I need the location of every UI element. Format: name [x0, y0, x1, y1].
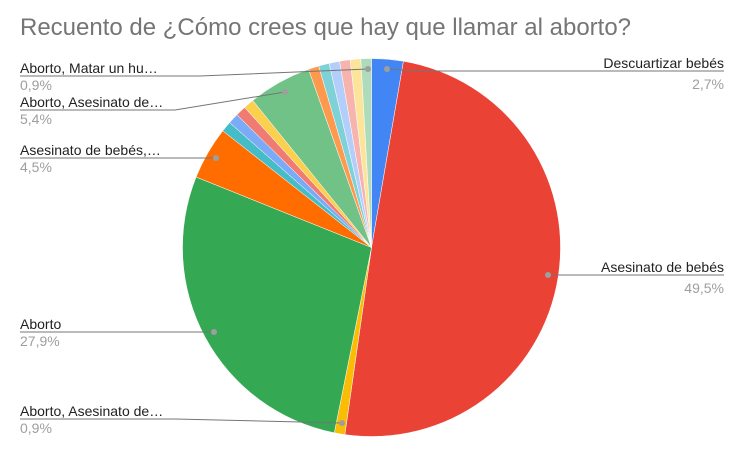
label-aborto-matar: Aborto, Matar un hu…	[20, 60, 158, 76]
leader-line-aborto-matar	[20, 68, 369, 77]
pct-aborto-asesinato-big: 5,4%	[20, 111, 52, 127]
pie-slice[interactable]	[360, 58, 372, 248]
leader-lines	[20, 68, 724, 424]
label-aborto-asesinato-small: Aborto, Asesinato de…	[20, 403, 164, 419]
leader-line-aborto-asesinato-big	[20, 91, 286, 111]
pie-slices	[182, 58, 561, 437]
pct-asesinato: 49,5%	[684, 280, 724, 296]
pie-slice[interactable]	[182, 176, 372, 434]
leader-line-aborto-asesinato-small	[20, 418, 343, 424]
pct-aborto: 27,9%	[20, 333, 60, 349]
leader-line-descuartizar	[386, 68, 724, 72]
pct-asesinato-coma: 4,5%	[20, 159, 52, 175]
pie-slice[interactable]	[344, 60, 561, 437]
label-descuartizar: Descuartizar bebés	[603, 55, 724, 71]
label-asesinato: Asesinato de bebés	[601, 259, 724, 275]
leader-dots	[211, 66, 551, 426]
label-asesinato-coma: Asesinato de bebés,…	[20, 142, 161, 158]
label-aborto-asesinato-big: Aborto, Asesinato de…	[20, 94, 164, 110]
chart-title: Recuento de ¿Cómo crees que hay que llam…	[20, 14, 632, 41]
pct-aborto-asesinato-small: 0,9%	[20, 420, 52, 436]
pct-descuartizar: 2,7%	[692, 76, 724, 92]
pct-aborto-matar: 0,9%	[20, 77, 52, 93]
label-aborto: Aborto	[20, 316, 62, 332]
